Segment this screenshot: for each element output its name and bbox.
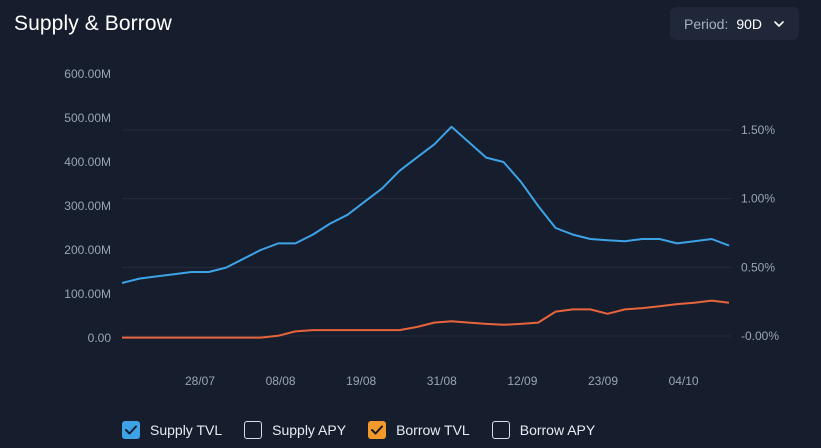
check-icon <box>125 425 137 435</box>
y-left-tick-label: 400.00M <box>64 155 111 169</box>
y-left-tick-label: 300.00M <box>64 199 111 213</box>
x-tick-label: 04/10 <box>669 374 699 388</box>
page-title: Supply & Borrow <box>14 12 172 35</box>
series-line-borrow-tvl <box>122 299 730 339</box>
period-label: Period: <box>684 15 729 32</box>
y-right-tick-label: 1.50% <box>741 123 775 137</box>
chevron-down-icon <box>773 17 785 33</box>
checkbox-borrow-apy[interactable] <box>491 421 510 439</box>
legend-label: Supply APY <box>272 422 347 438</box>
y-left-tick-label: 500.00M <box>64 111 111 125</box>
x-tick-label: 19/08 <box>346 374 376 388</box>
period-selector[interactable]: Period: 90D <box>670 7 799 40</box>
checkbox-supply-tvl[interactable] <box>122 421 140 439</box>
checkbox-borrow-tvl[interactable] <box>368 421 387 439</box>
x-tick-label: 12/09 <box>507 374 537 388</box>
y-right-tick-label: 0.50% <box>741 260 775 274</box>
legend-label: Borrow TVL <box>396 422 470 438</box>
legend-label: Supply TVL <box>150 422 223 438</box>
x-tick-label: 28/07 <box>185 374 215 388</box>
x-tick-label: 23/09 <box>588 374 618 388</box>
checkbox-supply-apy[interactable] <box>244 421 263 439</box>
legend-label: Borrow APY <box>519 422 596 438</box>
y-left-tick-label: 100.00M <box>64 287 111 301</box>
legend-item-supply-apy[interactable]: Supply APY <box>244 421 346 439</box>
legend-item-borrow-apy[interactable]: Borrow APY <box>491 421 596 439</box>
x-tick-label: 31/08 <box>427 374 457 388</box>
y-right-tick-label: -0.00% <box>741 329 779 343</box>
y-right-tick-label: 1.00% <box>741 192 775 206</box>
y-left-tick-label: 600.00M <box>64 67 111 81</box>
x-tick-label: 08/08 <box>266 374 296 388</box>
series-line-supply-tvl <box>121 125 730 284</box>
period-value: 90D <box>736 15 763 32</box>
legend-item-borrow-tvl[interactable]: Borrow TVL <box>368 421 470 439</box>
supply-borrow-chart: 600.00M 500.00M 400.00M 300.00M 200.00M 100.0… <box>64 67 779 388</box>
check-icon <box>371 425 384 435</box>
legend-item-supply-tvl[interactable]: Supply TVL <box>122 421 222 439</box>
y-left-tick-label: 0.00 <box>88 331 112 345</box>
y-left-tick-label: 200.00M <box>64 243 111 257</box>
chart-legend: Supply TVL Supply APY Borrow TVL Borrow … <box>122 418 617 442</box>
